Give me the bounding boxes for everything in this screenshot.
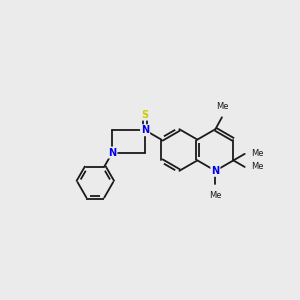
Text: N: N (211, 166, 220, 176)
Text: Me: Me (251, 162, 264, 171)
Text: Me: Me (251, 149, 264, 158)
Text: N: N (108, 148, 116, 158)
Text: S: S (142, 110, 149, 120)
Text: Me: Me (216, 102, 228, 111)
Text: N: N (141, 125, 149, 135)
Text: Me: Me (209, 191, 222, 200)
